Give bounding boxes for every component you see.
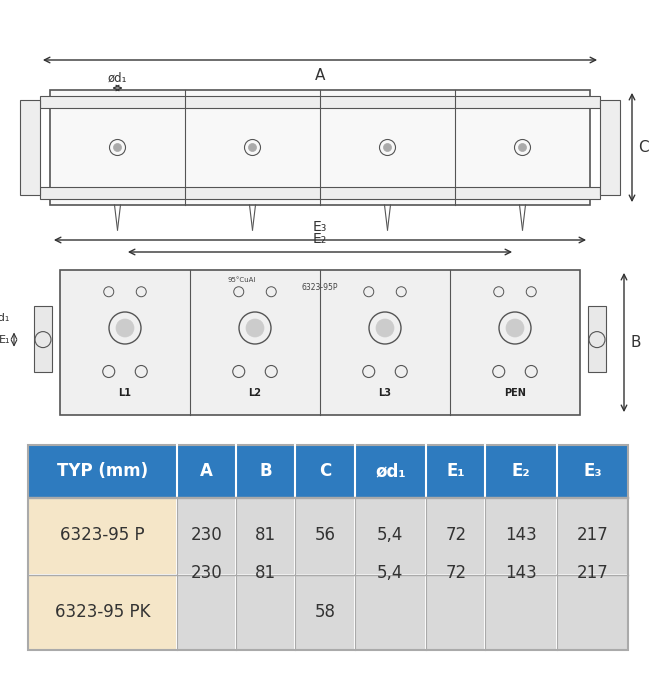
- FancyBboxPatch shape: [426, 446, 485, 497]
- Bar: [50, 90, 590, 205]
- Circle shape: [116, 319, 134, 337]
- Text: B: B: [260, 462, 272, 480]
- Bar: [296, 574, 354, 650]
- Text: C: C: [638, 140, 649, 155]
- Text: 56: 56: [315, 526, 336, 544]
- Text: 143: 143: [505, 526, 537, 544]
- Text: E₃: E₃: [313, 220, 327, 234]
- Bar: [40, 96, 600, 108]
- Bar: [20, 100, 40, 195]
- Text: 230: 230: [190, 564, 222, 583]
- Text: 5,4: 5,4: [377, 564, 404, 583]
- Text: ød₁: ød₁: [375, 462, 405, 480]
- Text: 81: 81: [255, 564, 276, 583]
- Text: 217: 217: [576, 526, 608, 544]
- Bar: [236, 574, 294, 650]
- Text: 143: 143: [505, 564, 537, 583]
- Text: L3: L3: [379, 388, 392, 398]
- Text: C: C: [319, 462, 331, 480]
- Text: 72: 72: [445, 526, 466, 544]
- FancyBboxPatch shape: [236, 446, 294, 497]
- Circle shape: [376, 319, 394, 337]
- Text: A: A: [315, 68, 325, 83]
- Text: E₂: E₂: [512, 462, 530, 480]
- Text: L2: L2: [249, 388, 262, 398]
- Text: E₃: E₃: [583, 462, 602, 480]
- Circle shape: [383, 144, 392, 151]
- Text: E₁: E₁: [447, 462, 465, 480]
- Circle shape: [519, 144, 526, 151]
- Text: E₂: E₂: [313, 232, 327, 246]
- Text: 6323-95 P: 6323-95 P: [60, 526, 145, 544]
- Circle shape: [114, 144, 122, 151]
- Bar: [34, 306, 52, 371]
- Bar: [177, 574, 235, 650]
- Bar: [40, 187, 600, 199]
- Circle shape: [246, 319, 264, 337]
- Text: 6323-95 PK: 6323-95 PK: [54, 603, 150, 621]
- Text: 81: 81: [255, 526, 276, 544]
- Text: ød₁: ød₁: [0, 313, 10, 323]
- Bar: [426, 498, 485, 574]
- Bar: [296, 498, 354, 574]
- Text: 72: 72: [445, 564, 466, 583]
- Bar: [485, 574, 556, 650]
- FancyBboxPatch shape: [28, 446, 175, 497]
- FancyBboxPatch shape: [485, 446, 556, 497]
- Text: 58: 58: [315, 603, 336, 621]
- Text: TYP (mm): TYP (mm): [57, 462, 148, 480]
- Bar: [426, 574, 485, 650]
- FancyBboxPatch shape: [557, 446, 627, 497]
- Bar: [236, 498, 294, 574]
- Bar: [60, 270, 580, 415]
- Bar: [354, 498, 425, 574]
- Text: 217: 217: [576, 564, 608, 583]
- Text: B: B: [630, 335, 640, 350]
- Bar: [28, 574, 175, 650]
- Text: 6323-95P: 6323-95P: [301, 283, 338, 292]
- Text: 230: 230: [190, 526, 222, 544]
- Text: L1: L1: [118, 388, 131, 398]
- Text: ød₁: ød₁: [108, 72, 128, 85]
- Circle shape: [506, 319, 524, 337]
- Bar: [177, 498, 235, 574]
- Text: E₁: E₁: [0, 335, 10, 345]
- Bar: [354, 574, 425, 650]
- Text: PEN: PEN: [504, 388, 526, 398]
- Bar: [28, 445, 628, 650]
- Text: 5,4: 5,4: [377, 526, 404, 544]
- Bar: [557, 498, 627, 574]
- Bar: [557, 574, 627, 650]
- FancyBboxPatch shape: [354, 446, 425, 497]
- Bar: [600, 100, 620, 195]
- Circle shape: [249, 144, 256, 151]
- FancyBboxPatch shape: [177, 446, 235, 497]
- FancyBboxPatch shape: [296, 446, 354, 497]
- Bar: [28, 498, 175, 574]
- Text: A: A: [199, 462, 213, 480]
- Text: 95°CuAl: 95°CuAl: [228, 277, 256, 283]
- Bar: [588, 306, 606, 371]
- Bar: [485, 498, 556, 574]
